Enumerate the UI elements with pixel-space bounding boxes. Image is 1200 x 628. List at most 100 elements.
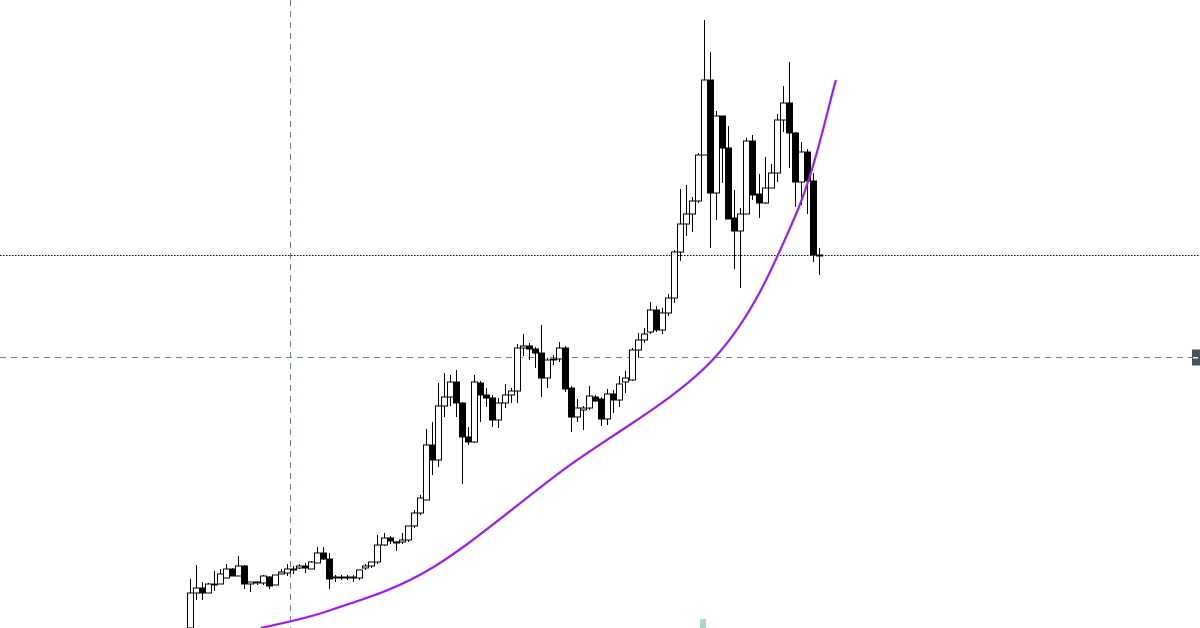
candle-body-bear [453,381,460,404]
candle [495,398,502,428]
candles [187,20,823,628]
candle [350,575,357,582]
candle-body-bear [756,193,763,204]
candle [731,190,738,269]
candle-body-bull [356,569,363,579]
candle-body-bull [193,587,200,594]
candle [719,115,726,183]
candle [635,333,642,357]
candle-body-bull [254,581,261,584]
candle-body-bear [810,180,817,256]
candle-body-bull [768,172,775,189]
candle-body-bull [290,568,297,571]
candle-body-bull [217,573,224,585]
candle [768,164,775,189]
candle [405,525,412,542]
candle [659,308,666,334]
candle [362,564,369,570]
candle [314,547,321,564]
candle [411,510,418,528]
candle [272,574,279,586]
candle-body-bull [374,544,381,563]
candle [187,579,194,628]
candle-body-bull [544,359,551,379]
candle-body-bear [199,587,206,594]
candle-body-bull [235,565,242,577]
candle-body-bull [798,151,805,183]
candle [665,294,672,316]
candle [520,334,527,356]
candle-body-bear [465,436,472,443]
candle-body-bull [417,497,424,514]
candle [205,583,212,594]
candle [374,535,381,564]
candle [199,582,206,600]
candle-body-bull [308,561,315,570]
candle [538,325,545,397]
candle-body-bull [683,213,690,225]
candle-body-bear [483,394,490,399]
candle [302,563,309,573]
candle-body-bear [562,347,569,390]
candle [604,389,611,425]
candle-body-bull [447,381,454,398]
candle-body-bull [774,119,781,174]
candle [483,388,490,407]
candle [701,20,708,156]
candle [792,132,799,207]
candle-body-bull [671,251,678,299]
candle [629,348,636,381]
candle [647,302,654,334]
candle [459,402,466,484]
candle [399,533,406,544]
candle [713,111,720,220]
candle [502,384,509,408]
candle [338,575,345,580]
candle-body-bear [610,393,617,401]
candle [671,250,678,303]
candle [774,114,781,182]
candle-body-bear [568,387,575,418]
candle [598,397,605,426]
candle [737,208,744,288]
candle-body-bear [241,565,248,585]
candle [780,86,787,132]
candle-body-bear [725,147,732,220]
trend-curve-line [260,79,837,628]
candle-body-bull [622,377,629,383]
candle-body-bear [792,132,799,183]
candle-body-bear [592,396,599,402]
candle [429,422,436,475]
candle-body-bull [514,347,521,392]
candle-body-bull [284,568,291,574]
candle-body-bull [296,565,303,569]
candle [423,429,430,501]
candle-body-bull [423,444,430,501]
markers [700,349,1200,628]
candle [514,344,521,403]
candle-body-bear [538,352,545,379]
candle-body-bear [707,79,714,194]
candle-body-bull [223,568,230,579]
candle [326,553,333,589]
candle [435,383,442,467]
candle-body-bull [816,254,823,257]
candle-body-bear [731,217,738,232]
candle-body-bull [441,396,448,407]
candle-body-bull [556,347,563,360]
candle-body-bull [550,358,557,361]
candle-body-bull [435,405,442,461]
candle [320,547,327,560]
candle-body-bear [786,102,793,134]
candle [810,173,817,262]
candle [278,569,285,575]
candle-body-bull [665,297,672,314]
candle-body-bear [532,348,539,354]
candle-body-bear [526,345,533,350]
candle-body-bear [229,568,236,577]
candle-body-bull [713,115,720,194]
candle [616,376,623,407]
candle [677,189,684,261]
candle-body-bear [489,397,496,421]
